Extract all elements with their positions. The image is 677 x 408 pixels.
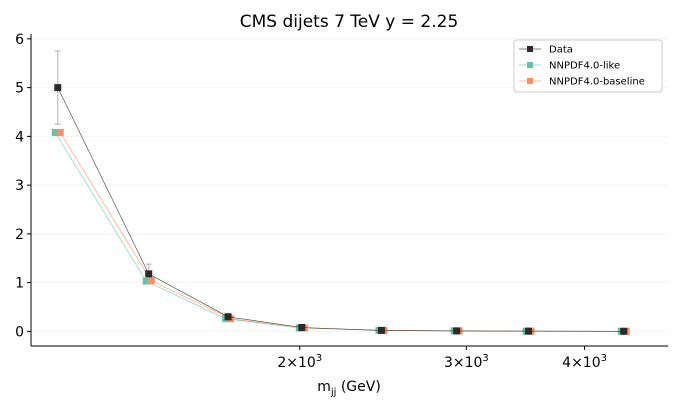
data-point-marker [142,277,150,285]
data-point-marker [525,327,533,335]
x-tick-label: 3×103 [444,353,489,371]
legend-swatch-marker [527,62,533,68]
series-line [57,87,624,332]
legend: Data NNPDF4.0-like NNPDF4.0-baseline [513,39,663,93]
y-tick-label: 0 [15,324,24,340]
y-tick-label: 5 [15,81,24,97]
chart-title: CMS dijets 7 TeV y = 2.25 [240,12,459,32]
data-point-marker [224,313,232,321]
series-layer [51,50,630,335]
series-line [55,132,622,332]
data-point-marker [620,327,628,335]
data-point-marker [51,128,59,136]
legend-label: NNPDF4.0-like [549,61,620,72]
data-point-marker [377,326,385,334]
x-tick-label: 4×103 [562,353,607,371]
legend-swatch-marker [527,78,533,84]
data-point-marker [453,327,461,335]
legend-label: Data [549,45,573,56]
series-line [60,132,627,332]
y-tick-label: 3 [15,178,24,194]
data-point-marker [298,323,306,331]
legend-swatch-marker [527,46,533,52]
x-axis-label-subscript: jj [330,387,337,398]
y-tick-label: 1 [15,276,24,292]
data-point-marker [145,270,153,278]
x-ticks: 2×103 3×103 4×103 [277,346,607,371]
y-tick-label: 6 [15,32,24,48]
legend-frame [513,39,663,93]
y-tick-label: 4 [15,129,24,145]
legend-label: NNPDF4.0-baseline [549,77,645,88]
y-ticks: 0 1 2 3 4 5 6 [15,32,31,340]
data-point-marker [56,128,64,136]
y-tick-label: 2 [15,227,24,243]
grid [31,38,668,332]
data-point-marker [54,84,62,92]
data-point-marker [147,277,155,285]
x-axis-label-main: m [317,379,331,395]
x-axis-label-unit: (GeV) [336,379,380,395]
x-axis-label: mjj (GeV) [317,379,381,398]
x-tick-label: 2×103 [277,353,322,371]
